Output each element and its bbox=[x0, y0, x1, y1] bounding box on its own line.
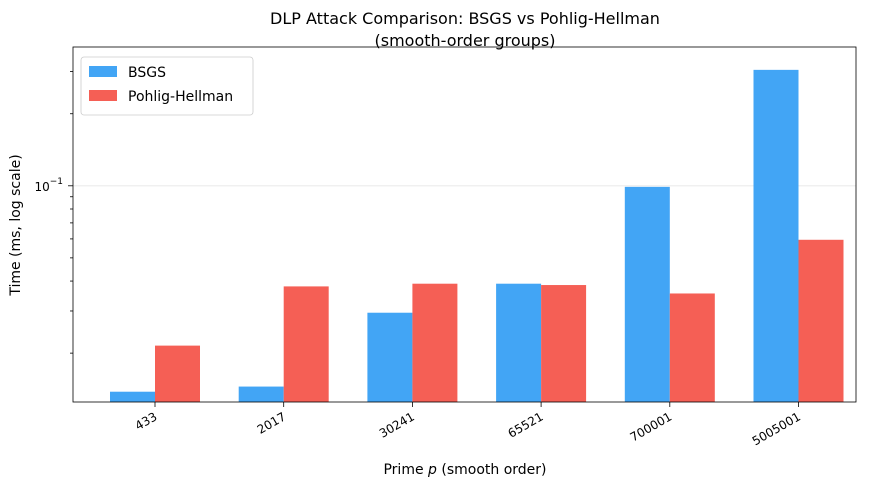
y-axis-label: Time (ms, log scale) bbox=[8, 154, 24, 296]
x-tick-label: 5005001 bbox=[750, 409, 803, 448]
legend-frame bbox=[80, 56, 254, 116]
bar-pohlig-hellman-65521 bbox=[541, 285, 587, 402]
x-tick-label: 433 bbox=[133, 409, 160, 433]
bar-pohlig-hellman-2017 bbox=[283, 286, 329, 402]
chart-title: DLP Attack Comparison: BSGS vs Pohlig-He… bbox=[270, 9, 660, 28]
bar-pohlig-hellman-700001 bbox=[669, 293, 715, 402]
x-tick-label: 700001 bbox=[628, 409, 675, 444]
legend: BSGS Pohlig-Hellman bbox=[80, 56, 254, 116]
bar-bsgs-2017 bbox=[238, 386, 284, 402]
plot-frame bbox=[72, 46, 857, 403]
x-tick-label: 65521 bbox=[506, 409, 546, 440]
x-ticks: 433 2017 30241 65521 700001 5005001 bbox=[133, 402, 803, 448]
legend-label-bsgs: BSGS bbox=[128, 65, 166, 81]
y-tick-exp: −1 bbox=[50, 177, 63, 187]
x-tick-label: 2017 bbox=[255, 409, 288, 436]
bar-pohlig-hellman-433 bbox=[155, 345, 200, 402]
y-ticks bbox=[68, 71, 73, 354]
x-axis-label-var: p bbox=[427, 462, 437, 478]
x-tick-label: 30241 bbox=[377, 409, 417, 440]
x-axis-label-suffix: (smooth order) bbox=[437, 462, 547, 478]
x-axis-label: Prime p (smooth order) bbox=[383, 462, 546, 478]
y-tick-label: 10−1 bbox=[34, 177, 63, 194]
legend-swatch-bsgs bbox=[89, 66, 117, 77]
y-tick-base: 10 bbox=[34, 180, 49, 194]
bar-pohlig-hellman-30241 bbox=[412, 283, 458, 402]
bars-group bbox=[110, 69, 844, 402]
bar-bsgs-433 bbox=[110, 391, 155, 402]
chart-subtitle: (smooth-order groups) bbox=[374, 31, 555, 50]
bar-bsgs-30241 bbox=[367, 312, 413, 402]
legend-swatch-pohlig-hellman bbox=[89, 90, 117, 101]
bar-pohlig-hellman-5005001 bbox=[798, 239, 844, 402]
bar-bsgs-700001 bbox=[624, 186, 670, 402]
legend-label-pohlig-hellman: Pohlig-Hellman bbox=[128, 89, 233, 105]
x-axis-label-prefix: Prime bbox=[383, 462, 428, 478]
bar-bsgs-65521 bbox=[496, 283, 542, 402]
bar-bsgs-5005001 bbox=[753, 69, 799, 402]
